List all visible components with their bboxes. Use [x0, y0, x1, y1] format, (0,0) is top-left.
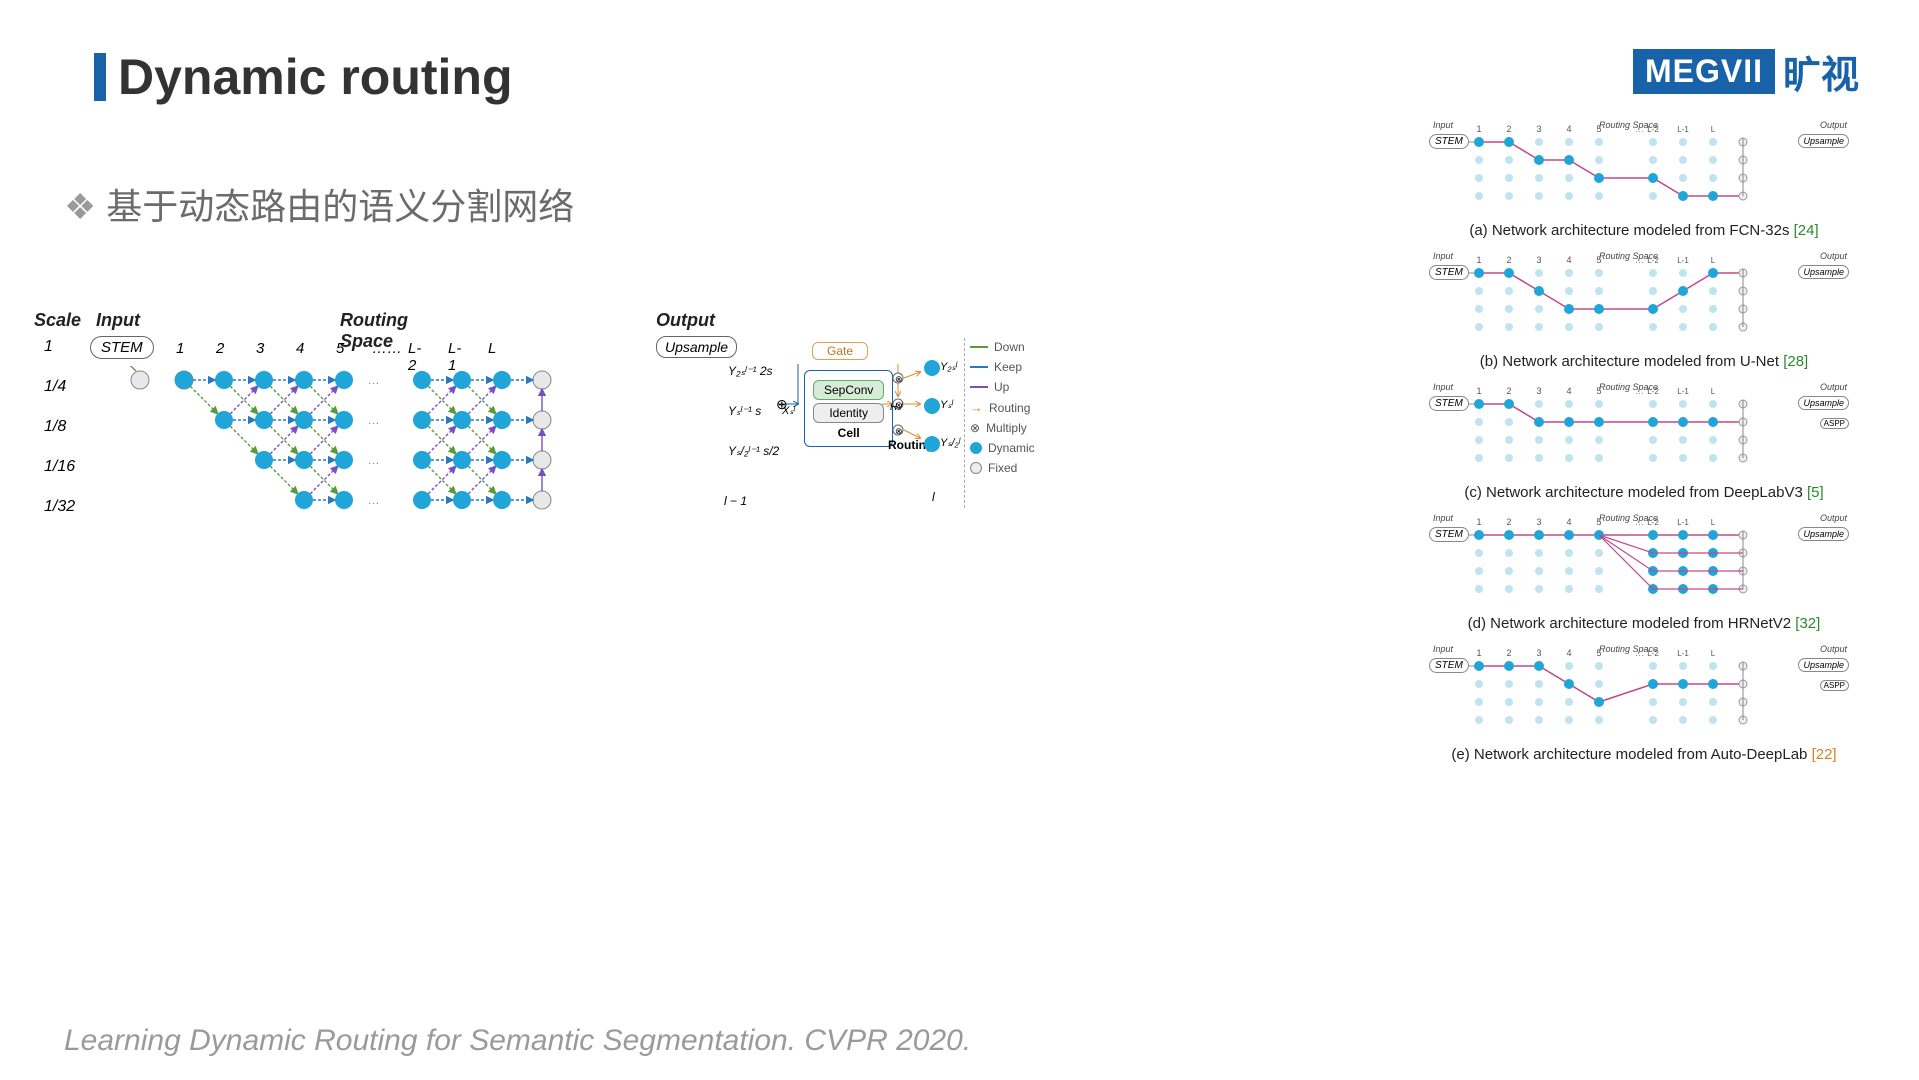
diagram-legend: Down Keep Up →Routing ⊗Multiply Dynamic Fixed	[970, 340, 1035, 481]
svg-text:1: 1	[1476, 517, 1481, 527]
gate-box: Gate	[812, 342, 868, 360]
slide-title: Dynamic routing	[94, 48, 512, 106]
title-text: Dynamic routing	[118, 48, 512, 106]
upsample-box: Upsample	[656, 336, 737, 358]
svg-text:4: 4	[1566, 648, 1571, 658]
svg-text:2: 2	[1506, 648, 1511, 658]
svg-text:3: 3	[1536, 255, 1541, 265]
svg-text:3: 3	[1536, 517, 1541, 527]
legend-divider	[964, 338, 965, 508]
ys2-l: Yₛ/₂ˡ	[940, 436, 960, 449]
svg-text:2: 2	[1506, 255, 1511, 265]
svg-text:…: …	[368, 413, 380, 427]
svg-text:…: …	[368, 453, 380, 467]
legend-item: ⊗Multiply	[970, 421, 1035, 435]
stem-box: STEM	[90, 336, 154, 359]
svg-text:…: …	[368, 373, 380, 387]
mini-panel: Input Routing Space Output STEM Upsample…	[1429, 120, 1859, 239]
hdr-output: Output	[656, 310, 715, 331]
mini-panel: Input Routing Space Output STEM Upsample…	[1429, 251, 1859, 370]
legend-item: Dynamic	[970, 441, 1035, 455]
slide-subtitle: 基于动态路由的语义分割网络	[64, 178, 574, 230]
svg-text:4: 4	[1566, 386, 1571, 396]
legend-item: →Routing	[970, 400, 1035, 415]
hdr-scale: Scale	[34, 310, 81, 331]
svg-text:3: 3	[1536, 386, 1541, 396]
svg-text:2: 2	[1506, 124, 1511, 134]
h-label: Hₛˡ	[890, 402, 902, 413]
l-label: l	[932, 490, 935, 504]
svg-text:4: 4	[1566, 517, 1571, 527]
svg-text:1: 1	[1476, 124, 1481, 134]
svg-text:L: L	[1711, 518, 1716, 527]
footer-citation: Learning Dynamic Routing for Semantic Se…	[64, 1024, 971, 1058]
legend-item: Keep	[970, 360, 1035, 374]
svg-text:L-1: L-1	[1677, 256, 1689, 265]
scale-1-4: 1/4	[44, 378, 75, 396]
scale-1-16: 1/16	[44, 458, 75, 476]
svg-text:1: 1	[1476, 648, 1481, 658]
legend-item: Down	[970, 340, 1035, 354]
legend-item: Up	[970, 380, 1035, 394]
svg-text:1: 1	[1476, 255, 1481, 265]
scale-1-8: 1/8	[44, 418, 75, 436]
svg-text:L-1: L-1	[1677, 387, 1689, 396]
svg-text:⊗: ⊗	[895, 374, 903, 384]
svg-text:L: L	[1711, 649, 1716, 658]
logo-en: MEGVII	[1633, 49, 1775, 94]
svg-text:4: 4	[1566, 255, 1571, 265]
svg-text:L: L	[1711, 387, 1716, 396]
ys-l: Yₛˡ	[940, 398, 952, 411]
legend-item: Fixed	[970, 461, 1035, 475]
mini-panel: Input Routing Space Output STEM Upsample…	[1429, 513, 1859, 632]
svg-text:1: 1	[1476, 386, 1481, 396]
svg-text:L: L	[1711, 125, 1716, 134]
mini-panel: Input Routing Space Output STEM Upsample…	[1429, 382, 1859, 501]
svg-text:…: …	[368, 493, 380, 507]
sum-symbol: ⊕	[776, 396, 788, 413]
svg-text:4: 4	[1566, 124, 1571, 134]
svg-text:3: 3	[1536, 124, 1541, 134]
svg-text:L-1: L-1	[1677, 125, 1689, 134]
y2s-l: Y₂ₛˡ	[940, 360, 957, 373]
svg-text:L-1: L-1	[1677, 649, 1689, 658]
svg-text:L: L	[1711, 256, 1716, 265]
brand-logo: MEGVII 旷视	[1633, 44, 1859, 99]
routing-grid-svg: … … … …	[128, 366, 718, 566]
logo-cn: 旷视	[1783, 44, 1859, 99]
svg-text:L-1: L-1	[1677, 518, 1689, 527]
architecture-variants-column: Input Routing Space Output STEM Upsample…	[1429, 120, 1859, 775]
scale-labels: 1 1/4 1/8 1/16 1/32	[44, 338, 75, 538]
svg-text:2: 2	[1506, 517, 1511, 527]
scale-1: 1	[44, 338, 75, 356]
hdr-input: Input	[96, 310, 140, 331]
svg-text:⊗: ⊗	[895, 426, 903, 436]
title-accent	[94, 53, 106, 101]
mini-panel: Input Routing Space Output STEM Upsample…	[1429, 644, 1859, 763]
main-routing-diagram: Scale Input Routing Space Output 1 1/4 1…	[20, 310, 1040, 530]
svg-text:2: 2	[1506, 386, 1511, 396]
scale-1-32: 1/32	[44, 498, 75, 516]
y-output-nodes	[920, 358, 960, 478]
svg-text:3: 3	[1536, 648, 1541, 658]
